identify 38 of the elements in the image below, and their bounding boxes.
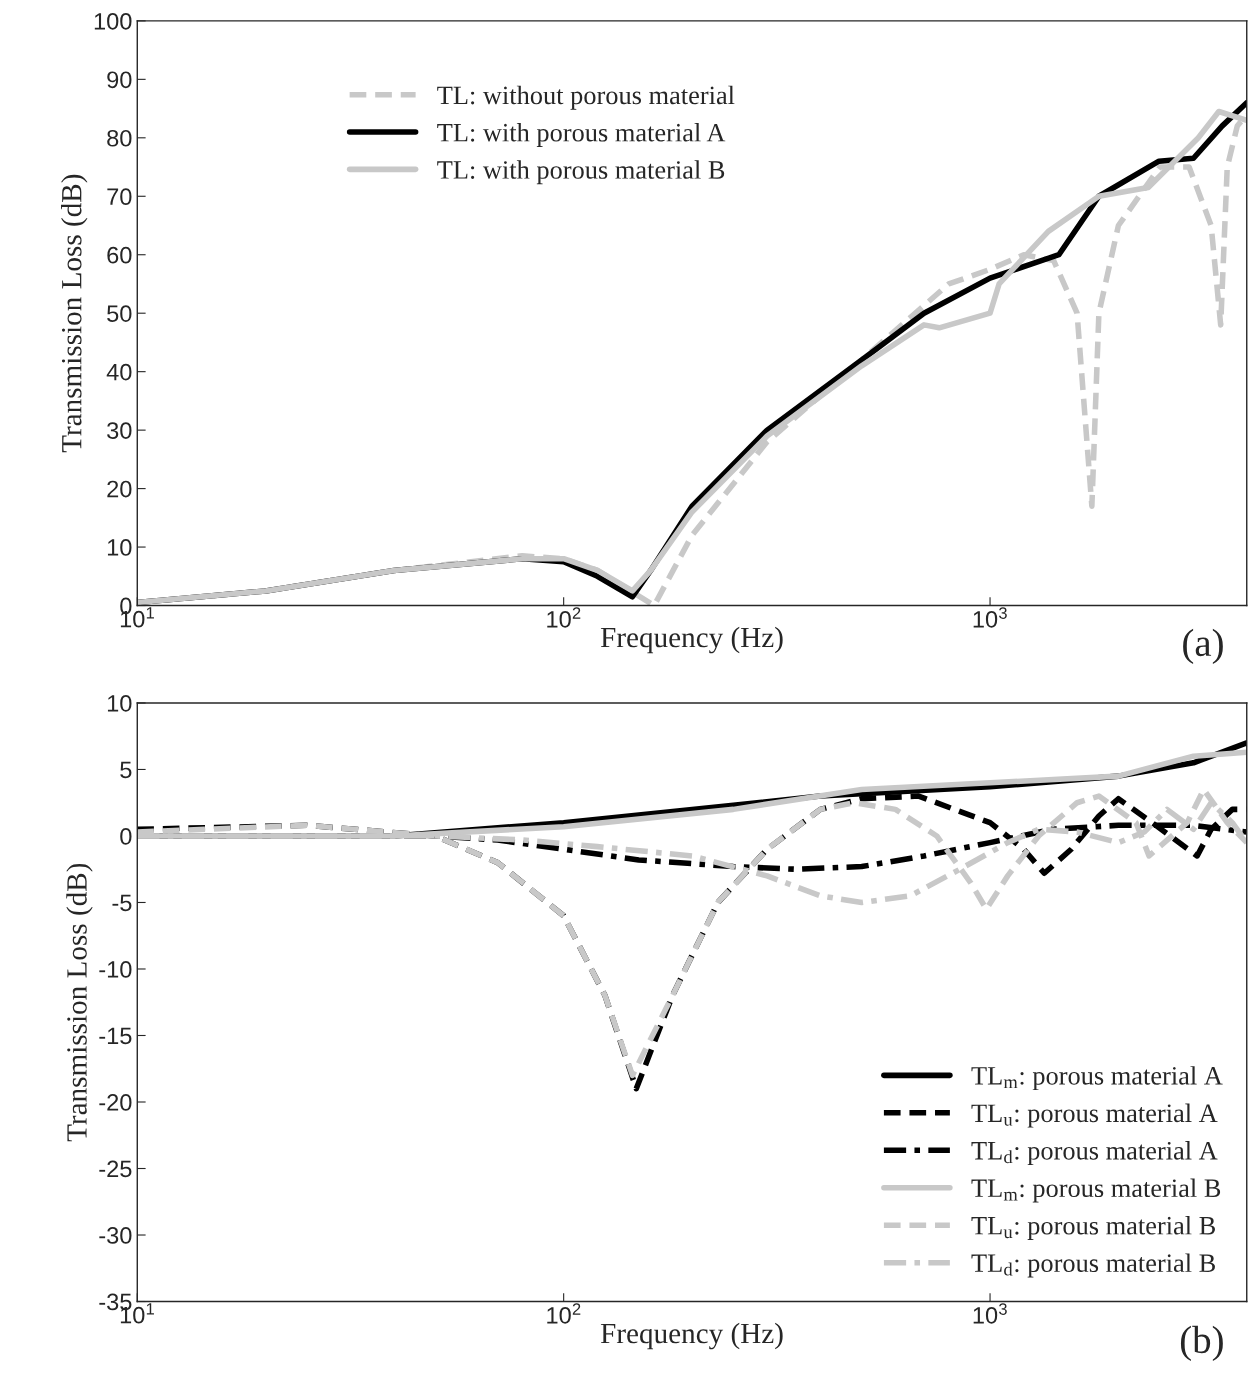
y-tick-label: 20 [107, 480, 132, 498]
y-tick-label: 50 [107, 305, 132, 322]
y-tick-label: 80 [107, 129, 132, 147]
legend-label: TL$_{d}$: porous material B [971, 1253, 1215, 1278]
legend-label: TL$_{m}$: porous material B [971, 1178, 1221, 1203]
x-tick-label: 10$^{3}$ [973, 607, 1007, 628]
y-tick-label: -5 [112, 894, 132, 912]
x-axis-title: Frequency (Hz) [600, 1322, 783, 1350]
y-tick-label: 90 [107, 71, 132, 89]
y-tick-label: 10 [107, 695, 132, 712]
y-tick-label: 10 [107, 539, 132, 556]
y-tick-label: 30 [107, 422, 132, 439]
text: (a) [1183, 628, 1223, 665]
x-tick-label: 10$^{2}$ [547, 1303, 581, 1324]
y-tick-label: 60 [107, 246, 132, 264]
x-tick-label: 10$^{2}$ [547, 607, 581, 628]
legend-label: TL: with porous material A [437, 123, 726, 147]
x-axis-title: Frequency (Hz) [600, 626, 783, 654]
y-axis-title: Transmission Loss (dB) [66, 863, 93, 1142]
y-tick-label: 0 [120, 828, 132, 845]
y-tick-label: 40 [106, 363, 132, 381]
legend-label: TL$_{d}$: porous material A [971, 1141, 1218, 1166]
y-tick-label: 5 [120, 761, 132, 779]
y-tick-label: -20 [99, 1094, 132, 1111]
y-tick-label: -25 [99, 1160, 132, 1178]
y-axis-title: Transmission Loss (dB) [61, 174, 88, 453]
y-tick-label: -15 [99, 1027, 132, 1045]
legend-label: TL$_{u}$: porous material A [971, 1103, 1218, 1128]
y-tick-label: 70 [107, 188, 132, 206]
y-tick-label: 100 [94, 12, 132, 30]
legend-label: TL$_{m}$: porous material A [971, 1066, 1223, 1091]
text: (b) [1180, 1325, 1223, 1362]
y-tick-label: -10 [99, 961, 132, 978]
legend-label: TL: with porous material B [437, 160, 725, 185]
legend-label: TL: without porous material [437, 85, 735, 110]
y-tick-label: -30 [99, 1227, 132, 1244]
legend-label: TL$_{u}$: porous material B [971, 1216, 1215, 1240]
x-tick-label: 10$^{3}$ [973, 1303, 1007, 1324]
